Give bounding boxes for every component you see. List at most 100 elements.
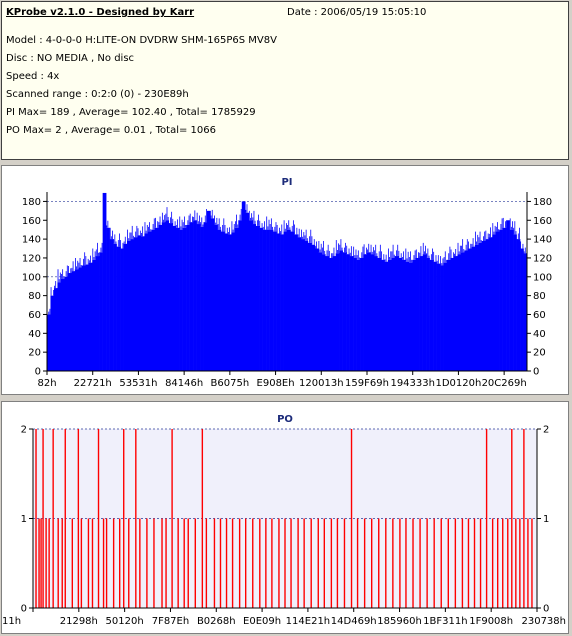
scanned-range-line: Scanned range : 0:2:0 (0) - 230E89h: [6, 89, 189, 100]
pi-bar: [213, 224, 218, 371]
pi-ytick-label-right: 80: [533, 291, 546, 302]
pi-xtick-label: 20C269h: [482, 378, 527, 389]
pi-bar: [440, 265, 444, 371]
pi-bar: [509, 229, 514, 371]
pi-bar: [47, 314, 51, 371]
pi-bar: [426, 257, 430, 371]
pi-bar: [328, 257, 333, 371]
pi-bar: [203, 222, 208, 371]
pi-bar: [106, 227, 110, 371]
pi-bar: [172, 225, 176, 371]
pi-bar: [387, 259, 392, 371]
pi-bar: [165, 220, 170, 371]
pi-ytick-label-right: 120: [533, 253, 552, 264]
pi-bar: [200, 226, 204, 371]
disc-line: Disc : NO MEDIA , No disc: [6, 53, 135, 64]
pi-bar: [436, 263, 441, 371]
po-ytick-label-right: 2: [543, 425, 549, 436]
pi-bar: [398, 257, 403, 371]
pi-bar: [133, 237, 138, 371]
pi-xtick-label: 82h: [37, 378, 56, 389]
pi-chart-panel: PI 0 0 20 20 40 40 60 60 80 80 100 100 120 120 140 140 16…: [1, 165, 569, 395]
pi-bar: [311, 244, 316, 371]
pi-ytick-label-right: 40: [533, 329, 546, 340]
pi-chart: PI 0 0 20 20 40 40 60 60 80 80 100 100 120 120 140 140 16…: [22, 177, 552, 389]
pi-bar: [499, 229, 503, 371]
pi-ytick-label-left: 160: [22, 216, 41, 227]
po-ytick-label-left: 1: [21, 514, 27, 525]
pi-bar: [412, 259, 416, 371]
pi-bar: [471, 246, 476, 371]
pi-bar: [116, 246, 121, 371]
pi-bar: [227, 234, 232, 371]
pi-bar: [474, 244, 479, 371]
pi-bar: [182, 227, 187, 371]
pi-xtick-label: 159F69h: [345, 378, 389, 389]
pi-xtick-label: E908Eh: [257, 378, 295, 389]
pi-ytick-label-right: 0: [533, 367, 539, 378]
pi-bar: [293, 234, 298, 371]
pi-bar: [516, 239, 521, 371]
pi-bar: [314, 248, 319, 371]
po-xtick-label: B0268h: [197, 616, 236, 627]
pi-bar: [447, 259, 451, 371]
pi-bar: [478, 242, 483, 371]
pi-xtick-label: 120013h: [299, 378, 344, 389]
pi-bar: [60, 278, 65, 371]
pi-bar: [380, 259, 385, 371]
pi-bar: [217, 229, 222, 371]
pi-bar: [99, 252, 103, 371]
pi-bar: [304, 240, 309, 371]
pi-bar: [460, 252, 465, 371]
po-xtick-label: 1F9008h: [469, 616, 513, 627]
pi-bar: [394, 256, 399, 371]
pi-bar: [321, 254, 326, 371]
model-line: Model : 4-0-0-0 H:LITE-ON DVDRW SHM-165P…: [6, 35, 277, 46]
po-xtick-label: 50120h: [106, 616, 144, 627]
pi-bar: [342, 252, 347, 371]
po-ytick-label-right: 1: [543, 514, 549, 525]
pi-bar: [492, 234, 496, 371]
pi-bar: [196, 224, 201, 371]
pi-bar: [353, 257, 357, 371]
pi-bar: [349, 256, 354, 371]
pi-bar: [81, 265, 86, 371]
pi-ytick-label-left: 180: [22, 197, 41, 208]
pi-ytick-label-left: 100: [22, 272, 41, 283]
pi-bar: [370, 254, 375, 371]
pi-ytick-label-right: 20: [533, 348, 546, 359]
pi-bar: [193, 220, 197, 371]
pi-bar: [287, 229, 291, 371]
pi-ytick-label-right: 180: [533, 197, 552, 208]
pi-ytick-label-left: 80: [28, 291, 41, 302]
pi-bar: [67, 273, 72, 371]
pi-bar: [273, 231, 277, 371]
pi-bar: [300, 239, 305, 371]
pi-bar: [290, 231, 295, 371]
po-xtick-label: E0E09h: [243, 616, 281, 627]
pi-bar: [453, 256, 458, 371]
pi-bar: [520, 248, 524, 371]
pi-ytick-label-left: 20: [28, 348, 41, 359]
pi-xtick-label: 1D0120h: [435, 378, 481, 389]
pi-bar: [255, 225, 260, 371]
pi-bar: [513, 234, 517, 371]
pi-bar: [71, 271, 76, 371]
pi-ytick-label-right: 100: [533, 272, 552, 283]
pi-bar: [280, 234, 284, 371]
pi-bar: [92, 259, 96, 371]
pi-bar: [408, 262, 413, 371]
pi-bar: [502, 227, 507, 371]
pi-bar: [401, 259, 406, 371]
pi-bar: [335, 253, 340, 371]
pi-bar: [481, 240, 486, 371]
pi-ytick-label-left: 120: [22, 253, 41, 264]
pi-bar: [495, 231, 500, 371]
pi-bar: [252, 224, 256, 371]
pi-bar: [377, 257, 382, 371]
po-summary-line: PO Max= 2 , Average= 0.01 , Total= 1066: [6, 125, 216, 136]
pi-bar: [53, 288, 58, 371]
pi-xtick-label: 84146h: [165, 378, 203, 389]
pi-bar: [506, 220, 510, 371]
pi-bar: [64, 276, 69, 371]
